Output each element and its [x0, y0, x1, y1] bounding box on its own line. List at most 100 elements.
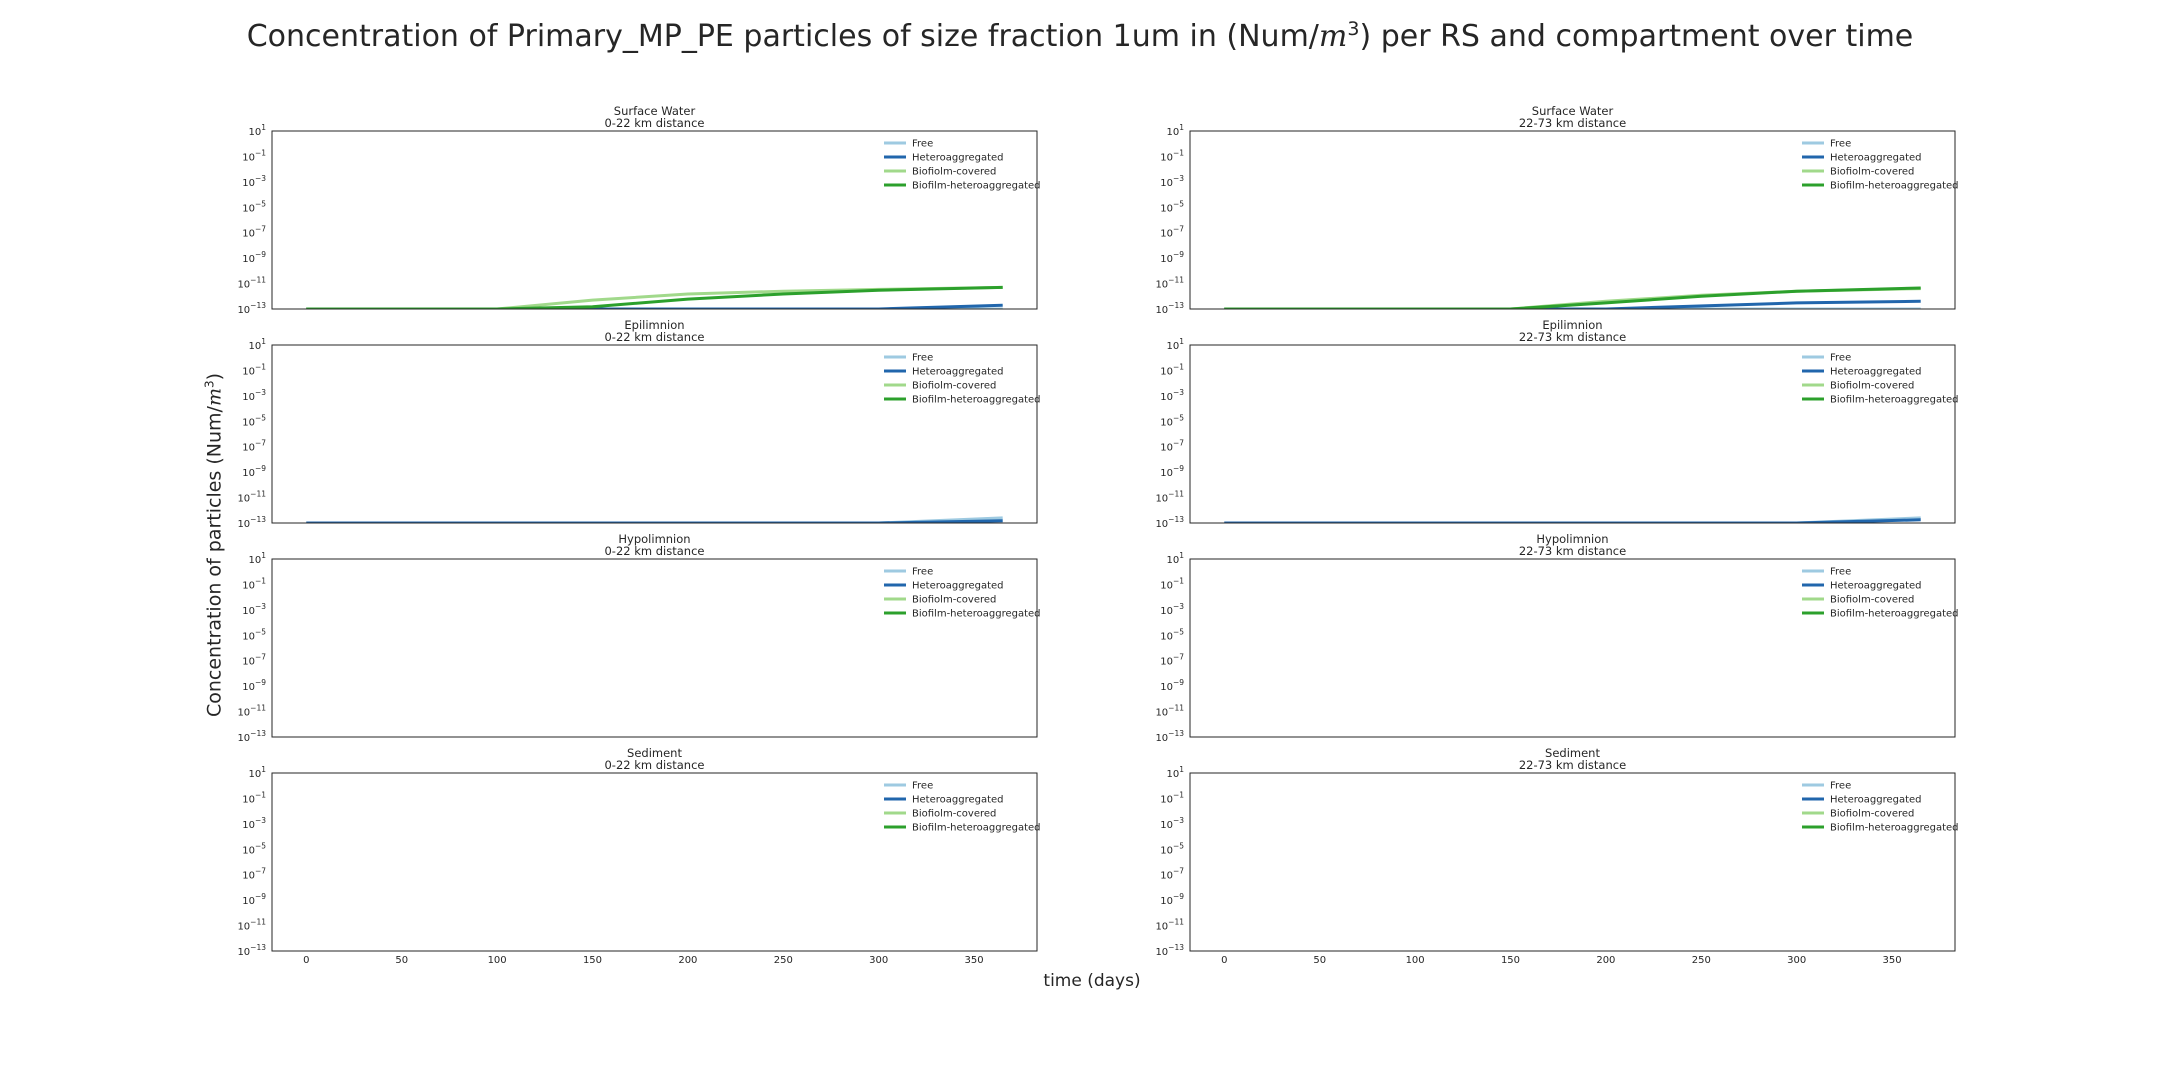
panel-title-distance: 0-22 km distance	[604, 758, 704, 772]
legend-label: Heteroaggregated	[1830, 367, 1922, 378]
y-tick-label: 10−5	[242, 413, 266, 428]
legend-label: Free	[1830, 567, 1851, 578]
panel-title-compartment: Sediment	[627, 746, 682, 760]
x-tick-label: 300	[1787, 955, 1806, 966]
legend-label: Biofiolm-covered	[912, 167, 996, 178]
legend-label: Biofilm-heteroaggregated	[912, 609, 1041, 620]
y-tick-label: 10−9	[1160, 892, 1184, 907]
y-tick-label: 10−1	[1160, 576, 1184, 591]
y-tick-label: 10−13	[237, 729, 266, 744]
y-tick-label: 10−5	[1160, 627, 1184, 642]
y-tick-label: 10−1	[1160, 362, 1184, 377]
y-tick-label: 10−5	[1160, 413, 1184, 428]
panel-title-compartment: Surface Water	[614, 104, 696, 118]
series-line	[1224, 299, 1921, 309]
legend-label: Heteroaggregated	[912, 367, 1004, 378]
y-tick-label: 10−5	[242, 841, 266, 856]
y-tick-label: 10−13	[237, 301, 266, 316]
y-tick-label: 101	[1166, 765, 1184, 780]
series-group	[306, 516, 1003, 523]
legend-label: Heteroaggregated	[1830, 581, 1922, 592]
legend-label: Free	[1830, 353, 1851, 364]
y-tick-label: 10−3	[242, 174, 266, 189]
x-tick-label: 50	[395, 955, 408, 966]
legend-label: Free	[1830, 781, 1851, 792]
axes-frame	[1189, 558, 1956, 738]
x-tick-label: 250	[774, 955, 793, 966]
y-tick-label: 10−3	[1160, 816, 1184, 831]
axes-frame	[1189, 130, 1956, 310]
y-tick-label: 10−3	[1160, 174, 1184, 189]
y-tick-label: 10−3	[1160, 602, 1184, 617]
y-tick-label: 10−1	[242, 576, 266, 591]
y-tick-label: 10−3	[242, 388, 266, 403]
series-group	[1224, 516, 1921, 523]
legend-label: Heteroaggregated	[912, 581, 1004, 592]
series-line	[306, 285, 1003, 309]
series-line	[1224, 286, 1921, 309]
y-tick-label: 10−5	[1160, 199, 1184, 214]
y-tick-label: 10−7	[242, 867, 266, 882]
x-tick-label: 200	[678, 955, 697, 966]
y-tick-label: 10−9	[242, 678, 266, 693]
legend-label: Biofiolm-covered	[912, 381, 996, 392]
series-line	[1224, 518, 1921, 523]
panel-title-compartment: Surface Water	[1532, 104, 1614, 118]
x-tick-label: 200	[1596, 955, 1615, 966]
legend-label: Heteroaggregated	[912, 795, 1004, 806]
y-tick-label: 10−9	[242, 464, 266, 479]
y-tick-label: 10−1	[242, 148, 266, 163]
y-tick-label: 10−11	[237, 490, 266, 505]
x-tick-label: 100	[488, 955, 507, 966]
y-tick-label: 10−3	[242, 816, 266, 831]
legend-label: Biofiolm-covered	[1830, 809, 1914, 820]
y-tick-label: 10−9	[242, 250, 266, 265]
x-tick-label: 50	[1313, 955, 1326, 966]
panel-title-compartment: Sediment	[1545, 746, 1600, 760]
legend-label: Heteroaggregated	[912, 153, 1004, 164]
axes-frame	[1189, 344, 1956, 524]
y-tick-label: 10−13	[1155, 729, 1184, 744]
title-part: Concentration of Primary_MP_PE particles…	[246, 19, 1319, 54]
y-tick-label: 10−3	[1160, 388, 1184, 403]
title-part: 3	[1347, 18, 1360, 40]
x-tick-label: 0	[303, 955, 309, 966]
series-group	[306, 285, 1003, 309]
y-tick-label: 10−13	[1155, 301, 1184, 316]
y-tick-label: 10−3	[242, 602, 266, 617]
y-tick-label: 10−9	[1160, 678, 1184, 693]
x-tick-label: 100	[1406, 955, 1425, 966]
legend-label: Heteroaggregated	[1830, 153, 1922, 164]
legend-label: Biofiolm-covered	[1830, 167, 1914, 178]
legend-label: Biofiolm-covered	[912, 595, 996, 606]
panel-title-distance: 0-22 km distance	[604, 544, 704, 558]
legend-label: Free	[1830, 139, 1851, 150]
y-tick-label: 10−11	[1155, 918, 1184, 933]
panel-title-distance: 22-73 km distance	[1519, 544, 1626, 558]
y-tick-label: 101	[248, 123, 266, 138]
y-tick-label: 10−13	[237, 943, 266, 958]
panel-title-distance: 22-73 km distance	[1519, 330, 1626, 344]
y-tick-label: 101	[1166, 337, 1184, 352]
legend-label: Free	[912, 139, 933, 150]
legend-label: Biofilm-heteroaggregated	[1830, 181, 1959, 192]
title-part: m	[1318, 19, 1348, 54]
legend-label: Biofilm-heteroaggregated	[912, 395, 1041, 406]
y-tick-label: 10−7	[242, 225, 266, 240]
panel-title-compartment: Hypolimnion	[618, 532, 690, 546]
panel-title-distance: 22-73 km distance	[1519, 758, 1626, 772]
legend-label: Biofilm-heteroaggregated	[1830, 823, 1959, 834]
legend-label: Free	[912, 567, 933, 578]
y-tick-label: 10−7	[1160, 867, 1184, 882]
y-tick-label: 10−1	[242, 790, 266, 805]
y-tick-label: 10−9	[1160, 464, 1184, 479]
y-tick-label: 10−9	[242, 892, 266, 907]
y-tick-label: 10−11	[237, 918, 266, 933]
legend-label: Free	[912, 781, 933, 792]
panel-title-compartment: Hypolimnion	[1536, 532, 1608, 546]
